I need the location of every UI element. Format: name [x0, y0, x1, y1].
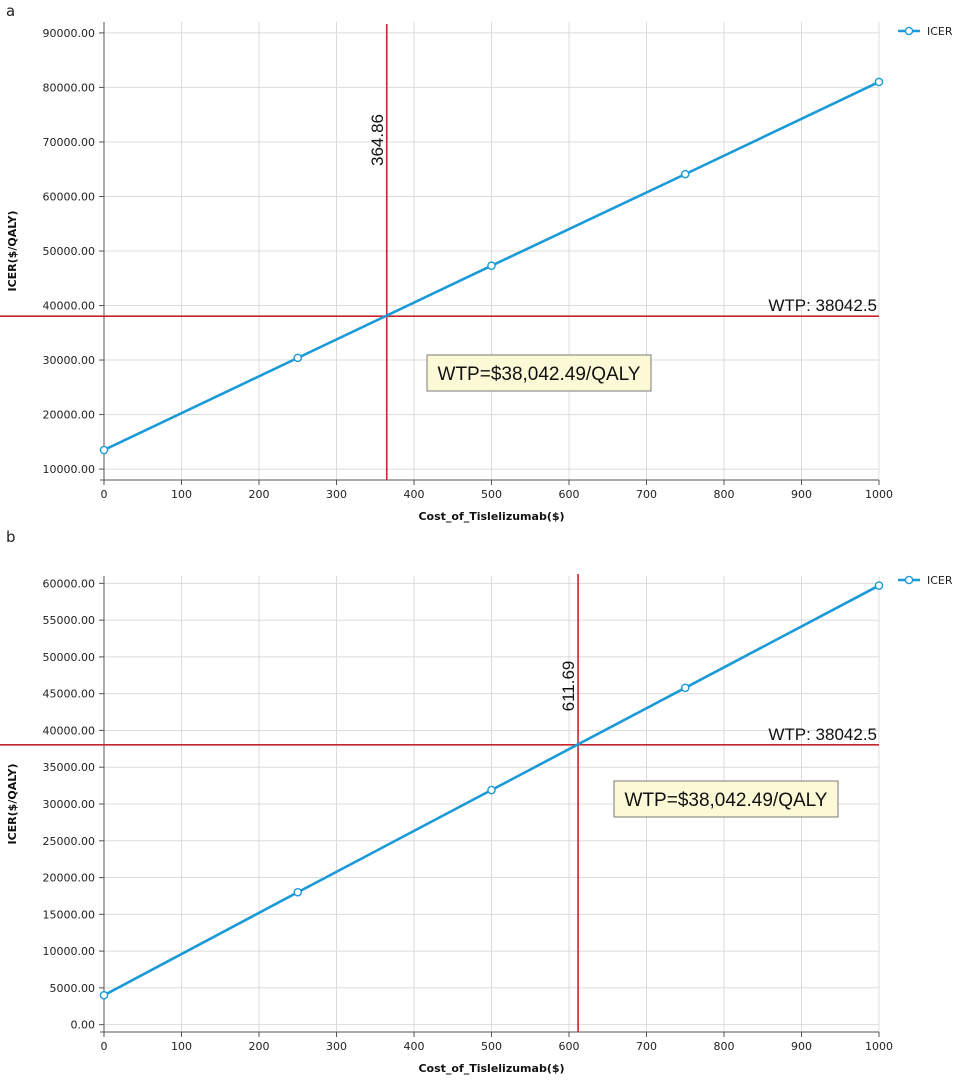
x-axis-title: Cost_of_Tislelizumab($) [418, 1062, 564, 1075]
x-tick-label: 700 [636, 488, 657, 501]
y-axis-title: ICER($/QALY) [6, 763, 19, 844]
x-tick-label: 800 [714, 1040, 735, 1053]
x-tick-label: 100 [171, 1040, 192, 1053]
y-tick-label: 60000.00 [43, 190, 96, 203]
panel-label-a: a [6, 2, 16, 20]
x-tick-label: 400 [404, 488, 425, 501]
y-tick-label: 10000.00 [43, 463, 96, 476]
x-tick-label: 800 [714, 488, 735, 501]
threshold-line-label: 611.69 [559, 661, 578, 712]
wtp-line-label: WTP: 38042.5 [768, 296, 877, 315]
threshold-line-label: 364.86 [368, 114, 387, 166]
data-point [99, 445, 109, 455]
callout-text: WTP=$38,042.49/QALY [625, 790, 828, 811]
x-tick-label: 500 [481, 1040, 502, 1053]
x-tick-label: 900 [791, 488, 812, 501]
legend-marker-icer [904, 26, 914, 36]
x-tick-label: 200 [249, 488, 270, 501]
x-tick-label: 1000 [865, 488, 893, 501]
y-tick-label: 80000.00 [43, 81, 96, 94]
y-tick-label: 25000.00 [43, 835, 96, 848]
y-tick-label: 40000.00 [43, 300, 96, 313]
x-tick-label: 400 [404, 1040, 425, 1053]
callout-box [613, 780, 839, 818]
x-tick-label: 600 [559, 1040, 580, 1053]
data-point [874, 77, 884, 87]
y-tick-label: 20000.00 [43, 872, 96, 885]
y-tick-label: 50000.00 [43, 245, 96, 258]
chart-a: 0 100 200 300 400 500 600 700 800 900 1000 10000.00… [0, 0, 955, 530]
y-tick-label: 30000.00 [43, 798, 96, 811]
y-tick-label: 5000.00 [50, 982, 96, 995]
data-point [874, 581, 884, 590]
legend-label-icer: ICER [927, 574, 953, 587]
y-tick-label: 40000.00 [43, 724, 96, 737]
data-point [293, 887, 303, 897]
y-tick-label: 90000.00 [43, 27, 96, 40]
y-tick-label: 50000.00 [43, 651, 96, 664]
data-point [680, 683, 690, 693]
x-tick-label: 700 [636, 1040, 657, 1053]
x-tick-label: 900 [791, 1040, 812, 1053]
chart-b: 0 100 200 300 400 500 600 700 800 900 1000 0.00 5000… [0, 540, 955, 1081]
y-tick-label: 35000.00 [43, 761, 96, 774]
y-tick-label: 55000.00 [43, 614, 96, 627]
callout-box [426, 354, 652, 392]
x-tick-label: 0 [101, 488, 108, 501]
x-tick-label: 600 [559, 488, 580, 501]
chart-a-svg: 0 100 200 300 400 500 600 700 800 900 1000 10000.00… [0, 22, 953, 523]
data-point [293, 353, 303, 363]
y-tick-label: 0.00 [71, 1019, 96, 1032]
y-tick-label: 10000.00 [43, 945, 96, 958]
x-tick-label: 300 [326, 1040, 347, 1053]
callout-text: WTP=$38,042.49/QALY [438, 364, 641, 385]
y-tick-label: 20000.00 [43, 409, 96, 422]
x-tick-label: 1000 [865, 1040, 893, 1053]
x-tick-label: 300 [326, 488, 347, 501]
x-tick-label: 500 [481, 488, 502, 501]
data-point [99, 990, 109, 1000]
data-point [487, 785, 496, 795]
panel-label-b: b [6, 528, 16, 546]
chart-b-svg: 0 100 200 300 400 500 600 700 800 900 10000.005000… [0, 574, 953, 1075]
y-tick-label: 30000.00 [43, 354, 96, 367]
legend-label-icer: ICER [927, 25, 953, 38]
data-point [680, 169, 690, 179]
y-tick-label: 15000.00 [43, 908, 96, 921]
x-tick-label: 0 [101, 1040, 108, 1053]
wtp-callout: WTP=$38,042.49/QALY [613, 780, 839, 818]
y-tick-label: 70000.00 [43, 136, 96, 149]
y-tick-label: 45000.00 [43, 688, 96, 701]
x-tick-label: 100 [171, 488, 192, 501]
data-point [487, 261, 496, 271]
x-tick-label: 200 [249, 1040, 270, 1053]
legend-marker-icer [904, 575, 914, 585]
y-axis-title: ICER($/QALY) [6, 210, 19, 291]
wtp-callout: WTP=$38,042.49/QALY [426, 354, 652, 392]
y-tick-label: 60000.00 [43, 577, 96, 590]
wtp-line-label: WTP: 38042.5 [768, 725, 877, 744]
x-axis-title: Cost_of_Tislelizumab($) [418, 510, 564, 523]
